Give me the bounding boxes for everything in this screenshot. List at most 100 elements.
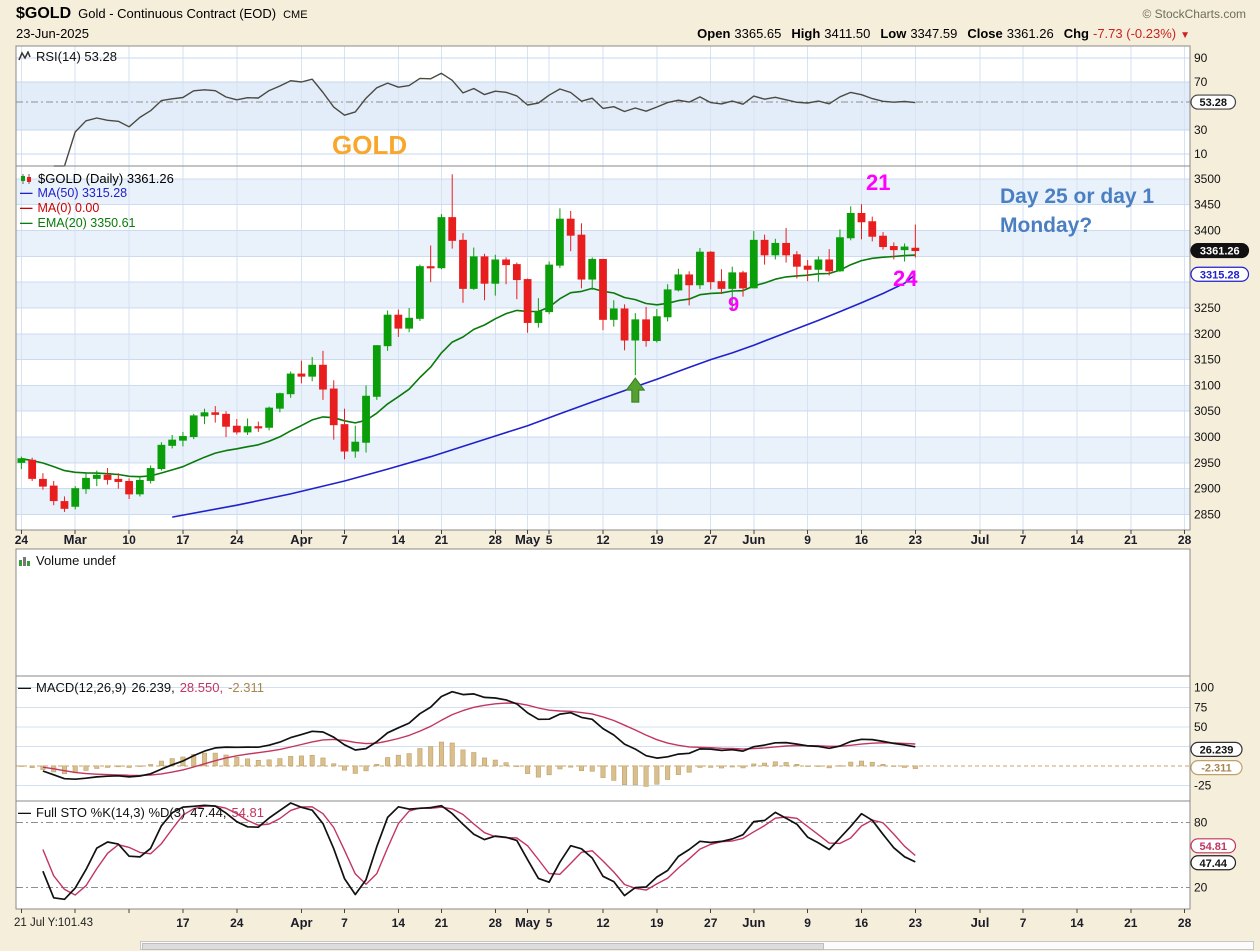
price-legend: $GOLD (Daily) 3361.26 — MA(50) 3315.28 —…: [20, 171, 174, 231]
ma0-legend: MA(0) 0.00: [37, 201, 100, 215]
y-tick-label: 3150: [1194, 353, 1221, 367]
x-tick-label: 27: [704, 916, 718, 930]
x-tick-label: 28: [489, 533, 503, 547]
x-tick-label: 9: [804, 916, 811, 930]
x-tick-label: Mar: [64, 532, 87, 547]
svg-text:3361.26: 3361.26: [1200, 246, 1240, 258]
macd-line: [42, 690, 916, 781]
y-tick-label: 30: [1194, 123, 1208, 137]
down-arrow-icon: ▼: [1180, 30, 1190, 41]
x-tick-label: 21: [1124, 916, 1138, 930]
x-tick-label: 7: [341, 533, 348, 547]
symbol: $GOLD: [16, 5, 72, 22]
macd-value-box: [1190, 741, 1243, 757]
y-tick-label: 3250: [1194, 301, 1221, 315]
y-tick-label: 2850: [1194, 508, 1221, 522]
sto-k-line: [42, 802, 916, 901]
macd-histogram: [18, 741, 918, 787]
ma50-legend: MA(50) 3315.28: [37, 186, 128, 200]
annotation-9: 9: [728, 294, 740, 316]
volume-bars-icon: [19, 557, 30, 566]
y-tick-label: 3050: [1194, 404, 1221, 418]
x-tick-label: 23: [909, 533, 923, 547]
x-tick-label: 7: [1020, 916, 1027, 930]
position-readout: 21 Jul Y:101.43: [0, 913, 150, 935]
svg-text:54.81: 54.81: [1199, 841, 1227, 853]
chg-label: Chg: [1063, 26, 1089, 41]
x-tick-label: 21: [1124, 533, 1138, 547]
y-tick-label: 3400: [1194, 224, 1221, 238]
ma50-swatch: —: [20, 186, 33, 200]
x-tick-label: 14: [1070, 916, 1084, 930]
y-tick-label: 75: [1194, 700, 1208, 714]
x-tick-label: 16: [855, 916, 869, 930]
sto-d-value-box: [1190, 838, 1237, 854]
sto-d-line: [42, 805, 916, 896]
svg-text:-2.311: -2.311: [1201, 763, 1232, 775]
x-tick-label: 28: [489, 916, 503, 930]
x-tick-label: May: [515, 915, 541, 930]
macd-hist-value: -2.311: [228, 680, 264, 695]
scrollbar-thumb[interactable]: [142, 943, 824, 950]
svg-text:53.28: 53.28: [1199, 97, 1227, 109]
y-tick-label: 10: [1194, 147, 1208, 161]
macd-label: MACD(12,26,9): [36, 680, 127, 695]
chart-date: 23-Jun-2025: [16, 26, 89, 41]
annotation-gold: GOLD: [332, 130, 408, 160]
svg-text:47.44: 47.44: [1199, 858, 1227, 870]
rsi-legend: RSI(14) 53.28: [18, 49, 117, 64]
rsi-line: [53, 72, 916, 167]
x-tick-label: 12: [596, 533, 610, 547]
y-tick-label: 70: [1194, 75, 1208, 89]
macd-hist-value-box: [1190, 760, 1243, 776]
x-tick-label: 17: [176, 533, 190, 547]
x-tick-label: 7: [341, 916, 348, 930]
sto-label: Full STO %K(14,3) %D(3): [36, 805, 186, 820]
y-tick-label: 3100: [1194, 378, 1221, 392]
x-tick-label: 5: [546, 916, 553, 930]
x-tick-label: 14: [392, 916, 406, 930]
annotation-21: 21: [866, 170, 891, 195]
y-axis-labels: 2850290029503000305031003150320032503400…: [1194, 51, 1221, 894]
macd-legend: — MACD(12,26,9) 26.239, 28.550, -2.311: [18, 680, 264, 695]
value-boxes: 53.28 3361.26 3315.28 26.239 -2.311 54.81 47.4…: [1190, 94, 1250, 871]
ema20-legend: EMA(20) 3350.61: [37, 216, 136, 230]
svg-text:3315.28: 3315.28: [1200, 269, 1240, 281]
svg-text:26.239: 26.239: [1200, 744, 1234, 756]
x-tick-label: 14: [1070, 533, 1084, 547]
x-tick-label: 17: [176, 916, 190, 930]
volume-label: Volume undef: [36, 553, 116, 568]
macd-value: 26.239,: [131, 680, 175, 695]
rsi-value-box: [1190, 94, 1237, 110]
volume-legend: Volume undef: [18, 553, 116, 568]
y-tick-label: 3450: [1194, 198, 1221, 212]
x-tick-label: Jun: [742, 532, 765, 547]
indicator-squiggle-icon: [18, 51, 31, 61]
macd-signal-value: 28.550,: [179, 680, 224, 695]
sto-k-value: 47.44,: [190, 805, 227, 820]
y-tick-label: 90: [1194, 51, 1208, 65]
price-legend-main: $GOLD (Daily) 3361.26: [38, 171, 174, 186]
rsi-label: RSI(14) 53.28: [36, 49, 117, 64]
sto-swatch: —: [18, 805, 31, 820]
up-arrow-annotation: [625, 377, 646, 403]
high-value: 3411.50: [824, 26, 871, 41]
x-tick-label: Apr: [290, 915, 312, 930]
high-label: High: [791, 26, 821, 41]
macd-swatch: —: [18, 680, 31, 695]
annotation-note-line1: Day 25 or day 1: [1000, 185, 1155, 208]
exchange: CME: [283, 9, 308, 21]
ma0-swatch: —: [20, 201, 33, 215]
x-tick-label: 19: [650, 916, 664, 930]
x-tick-label: 7: [1020, 533, 1027, 547]
symbol-name: Gold - Continuous Contract (EOD): [78, 6, 277, 21]
x-tick-label: 24: [230, 916, 244, 930]
copyright: © StockCharts.com: [1142, 7, 1246, 21]
ma50-value-box: [1190, 266, 1250, 282]
chg-value: -7.73 (-0.23%): [1093, 26, 1177, 41]
horizontal-scrollbar[interactable]: [140, 941, 1254, 950]
close-value-box: [1190, 242, 1250, 259]
open-label: Open: [697, 26, 731, 41]
